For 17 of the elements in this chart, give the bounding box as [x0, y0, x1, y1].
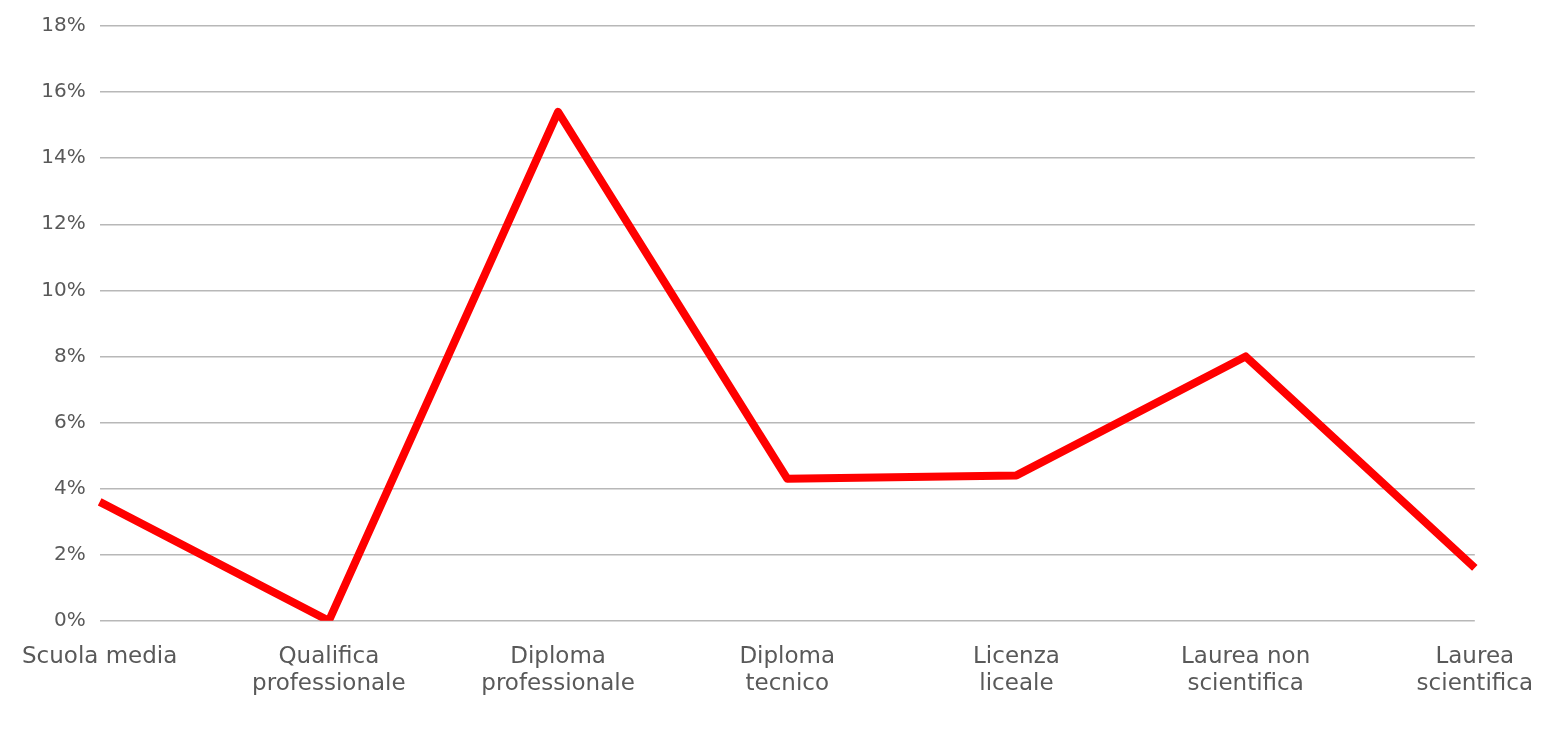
y-tick-label: 12% [41, 210, 86, 235]
y-tick-label: 6% [53, 408, 86, 433]
x-tick-label: Qualifica professionale [252, 641, 406, 696]
x-tick-label: Laurea scientifica [1416, 641, 1533, 696]
y-tick-label: 2% [53, 540, 86, 565]
x-tick-label: Licenza liceale [973, 641, 1060, 696]
y-tick-label: 14% [41, 144, 86, 169]
x-tick-label: Laurea non scientifica [1181, 641, 1311, 696]
y-tick-label: 0% [53, 607, 86, 631]
y-tick-label: 18% [41, 12, 86, 37]
y-tick-label: 8% [53, 342, 86, 367]
x-tick-label: Scuola media [21, 641, 178, 668]
x-tick-label: Diploma tecnico [739, 641, 836, 696]
y-tick-label: 4% [53, 474, 86, 499]
y-tick-label: 10% [41, 276, 86, 301]
y-tick-label: 16% [41, 78, 86, 103]
x-tick-label: Diploma professionale [481, 641, 635, 696]
